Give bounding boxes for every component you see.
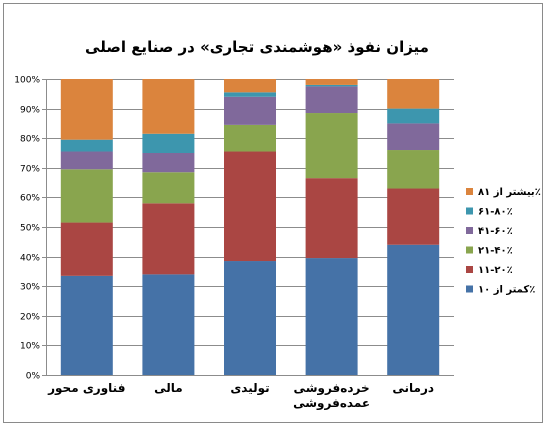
bar-segment (387, 244, 440, 375)
bar-segment (305, 258, 358, 375)
bar-segment (224, 96, 276, 125)
bars (60, 79, 440, 375)
x-tick-label: درمانی (392, 381, 434, 395)
legend-label: ۴۱-۶۰٪ (478, 226, 513, 237)
y-tick-label: 90% (20, 106, 40, 116)
bar-segment (142, 203, 195, 275)
y-tick-label: 0% (26, 372, 41, 382)
legend-label: بیشتر از ۸۱٪ (478, 187, 541, 198)
chart-title: میزان نفوذ «هوشمندی تجاری» در صنایع اصلی (85, 38, 429, 56)
bar-segment (305, 113, 358, 179)
bar-segment (305, 86, 358, 114)
bar-segment (224, 79, 276, 93)
x-axis: فناوری محور مالی تولیدی خرده‌فروشیعمده‌فروش… (47, 381, 434, 411)
bar-segment (387, 108, 440, 124)
bar-segment (224, 124, 276, 152)
bar-segment (224, 261, 276, 375)
legend: بیشتر از ۸۱٪ ۶۱-۸۰٪ ۴۱-۶۰٪ ۲۱-۴۰٪ ۱۱-۲۰٪ کمتر… (466, 187, 541, 296)
legend-label: ۱۱-۲۰٪ (478, 265, 513, 276)
bar-segment (60, 222, 113, 276)
y-tick-label: 10% (20, 342, 40, 352)
bar-segment (142, 274, 195, 375)
bar-segment (142, 172, 195, 204)
y-axis: 0% 10% 20% 30% 40% 50% 60% 70% 80% 90% 100% (14, 76, 47, 382)
bar-segment (60, 169, 113, 223)
x-tick-label: عمده‌فروشی (293, 396, 370, 411)
bar-segment (60, 79, 113, 140)
x-tick-label: مالی (154, 381, 183, 395)
legend-label: ۲۱-۴۰٪ (478, 246, 513, 257)
legend-swatch (466, 285, 473, 293)
y-tick-label: 20% (20, 313, 40, 323)
bar-segment (387, 150, 440, 189)
bar-segment (387, 79, 440, 109)
bar-segment (142, 133, 195, 153)
bar-segment (60, 151, 113, 170)
y-tick-label: 80% (20, 135, 40, 145)
x-tick-label: تولیدی (230, 381, 269, 396)
y-tick-label: 70% (20, 165, 40, 175)
y-tick-label: 40% (20, 254, 40, 264)
bar-segment (387, 188, 440, 245)
bar-segment (60, 139, 113, 152)
legend-swatch (466, 188, 473, 195)
legend-swatch (466, 207, 473, 215)
bar-segment (305, 79, 358, 85)
legend-label: کمتر از ۱۰٪ (478, 285, 535, 296)
chart-frame: میزان نفوذ «هوشمندی تجاری» در صنایع اصلی… (3, 3, 543, 423)
y-tick-label: 30% (20, 283, 40, 293)
y-tick-label: 50% (20, 224, 40, 234)
x-tick-label: خرده‌فروشی (294, 381, 370, 396)
bar-segment (387, 123, 440, 151)
chart: میزان نفوذ «هوشمندی تجاری» در صنایع اصلی… (14, 38, 541, 411)
bar-segment (224, 92, 276, 97)
bar-segment (142, 79, 195, 134)
bar-segment (305, 84, 358, 87)
bar-segment (224, 151, 276, 262)
legend-label: ۶۱-۸۰٪ (478, 207, 513, 218)
legend-swatch (466, 227, 473, 234)
y-tick-label: 60% (20, 194, 40, 204)
x-tick-label: فناوری محور (47, 381, 125, 396)
legend-swatch (466, 266, 473, 273)
bar-segment (305, 178, 358, 259)
legend-swatch (466, 246, 473, 254)
bar-segment (60, 275, 113, 375)
y-tick-label: 100% (14, 76, 40, 86)
bar-segment (142, 153, 195, 173)
